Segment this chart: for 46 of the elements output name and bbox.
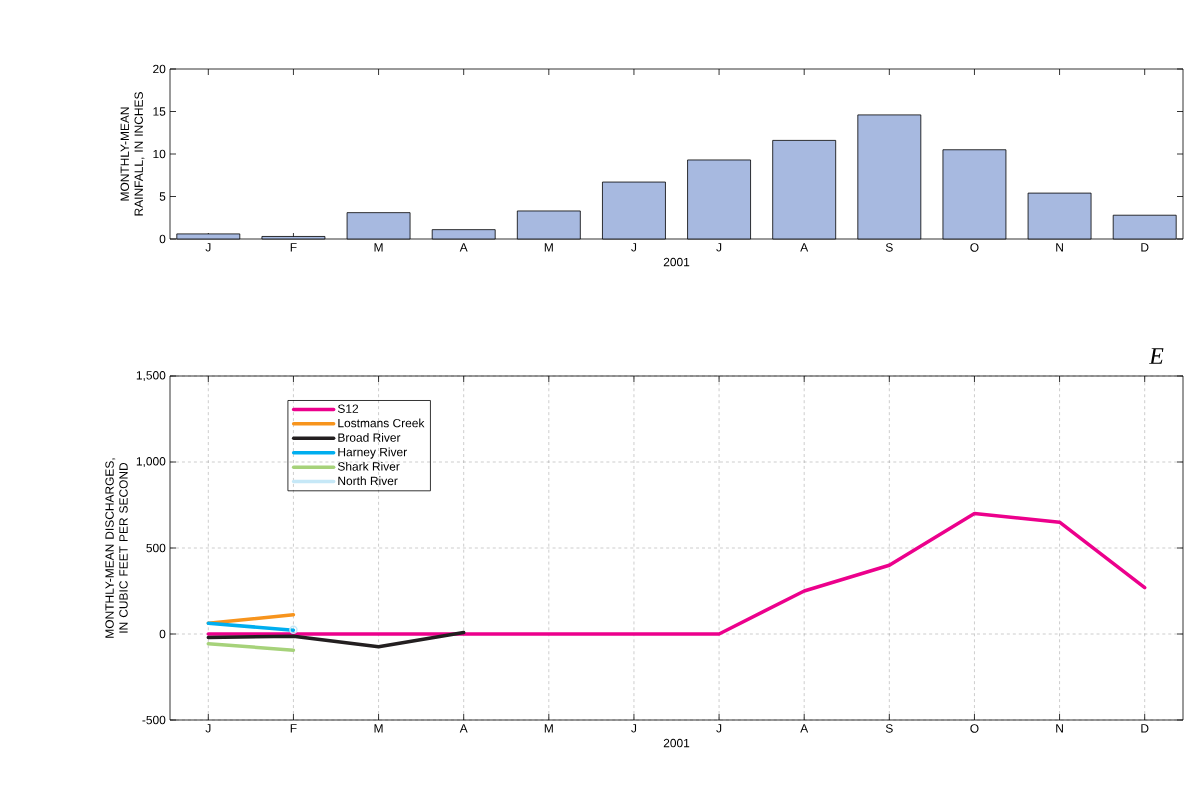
x-tick-label: J: [205, 724, 211, 733]
x-tick-label: J: [631, 243, 637, 252]
x-tick-label: O: [970, 243, 979, 252]
legend-label: North River: [338, 476, 398, 486]
x-tick-label: N: [1056, 243, 1063, 252]
x-tick-label: J: [205, 243, 211, 252]
y-tick-label: 500: [146, 543, 166, 553]
legend-label: Lostmans Creek: [338, 418, 425, 428]
line-series: [206, 630, 466, 649]
x-tick-label: A: [459, 724, 468, 733]
y-axis-title: MONTHLY-MEAN RAINFALL, IN INCHES: [120, 92, 145, 216]
x-tick-label: O: [970, 724, 979, 733]
y-tick-label: 20: [153, 64, 166, 74]
y-tick-label: 1,500: [136, 371, 166, 381]
y-tick-label: -500: [142, 715, 166, 725]
x-tick-label: S: [885, 724, 893, 733]
y-tick-label: 15: [153, 107, 166, 116]
x-tick-label: M: [374, 243, 383, 252]
legend-label: Harney River: [338, 447, 407, 459]
x-tick-label: M: [544, 243, 553, 252]
x-tick-label: M: [544, 724, 553, 733]
legend-label: S12: [337, 404, 359, 413]
text: E: [1148, 348, 1164, 364]
y-tick-label: 5: [159, 192, 166, 201]
x-tick-label: N: [1056, 724, 1063, 733]
y-tick-label: 0: [159, 629, 166, 639]
x-axis-title: 2001: [663, 257, 690, 267]
x-tick-label: D: [1141, 724, 1149, 733]
x-tick-label: A: [459, 243, 468, 252]
x-tick-label: D: [1141, 243, 1149, 252]
legend-label: Broad River: [338, 433, 401, 442]
y-tick-label: 10: [153, 149, 166, 159]
y-axis-title: MONTHLY-MEAN DISCHARGES, IN CUBIC FEET PER SECOND: [105, 458, 128, 638]
x-tick-label: J: [631, 724, 637, 733]
x-tick-label: F: [290, 724, 297, 733]
x-tick-label: J: [716, 243, 722, 252]
x-tick-label: A: [800, 243, 809, 252]
y-tick-label: 1,000: [136, 457, 166, 467]
x-tick-label: J: [716, 724, 722, 733]
legend-label: Shark River: [337, 461, 400, 471]
x-tick-label: M: [374, 724, 383, 733]
x-axis-title: 2001: [663, 738, 690, 748]
x-tick-label: S: [885, 243, 893, 252]
x-tick-label: A: [800, 724, 809, 733]
y-tick-label: 0: [159, 234, 166, 244]
x-tick-label: F: [290, 243, 297, 252]
